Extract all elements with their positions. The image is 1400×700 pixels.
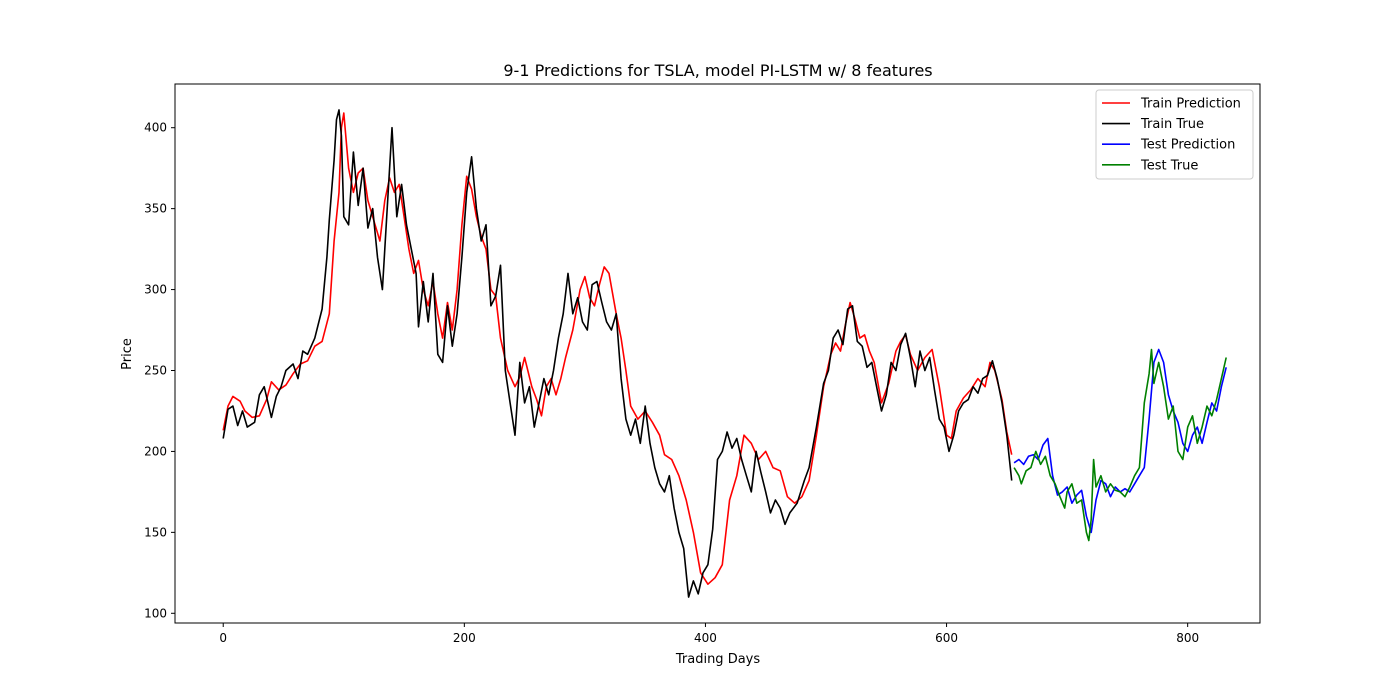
y-tick-label: 350 (144, 202, 167, 216)
y-tick-label: 200 (144, 444, 167, 458)
legend-box (1095, 89, 1254, 180)
y-tick-label: 300 (144, 283, 167, 297)
legend-label: Train True (1140, 117, 1204, 132)
x-axis-ticks: 0 200 400 600 800 (219, 623, 1199, 645)
series-line-1 (222, 109, 1013, 598)
legend: Train Prediction Train True Test Predictio… (1095, 89, 1254, 180)
plot-frame (174, 83, 1261, 624)
plot-lines (222, 109, 1227, 598)
y-tick-label: 150 (144, 525, 167, 539)
x-tick-label: 600 (935, 631, 958, 645)
legend-label: Test Prediction (1140, 138, 1235, 153)
x-tick-label: 0 (219, 631, 227, 645)
x-tick-label: 400 (694, 631, 717, 645)
series-line-3 (1013, 348, 1227, 542)
y-axis-label: Price (120, 338, 135, 370)
chart-title: 9-1 Predictions for TSLA, model PI-LSTM … (503, 61, 932, 80)
legend-label: Train Prediction (1140, 97, 1241, 112)
y-axis-ticks: 100 150 200 250 300 350 400 (144, 121, 175, 620)
y-tick-label: 250 (144, 363, 167, 377)
legend-label: Test True (1140, 158, 1198, 173)
y-tick-label: 400 (144, 121, 167, 135)
y-tick-label: 100 (144, 606, 167, 620)
x-tick-label: 200 (453, 631, 476, 645)
x-axis-label: Trading Days (675, 652, 760, 667)
x-tick-label: 800 (1176, 631, 1199, 645)
